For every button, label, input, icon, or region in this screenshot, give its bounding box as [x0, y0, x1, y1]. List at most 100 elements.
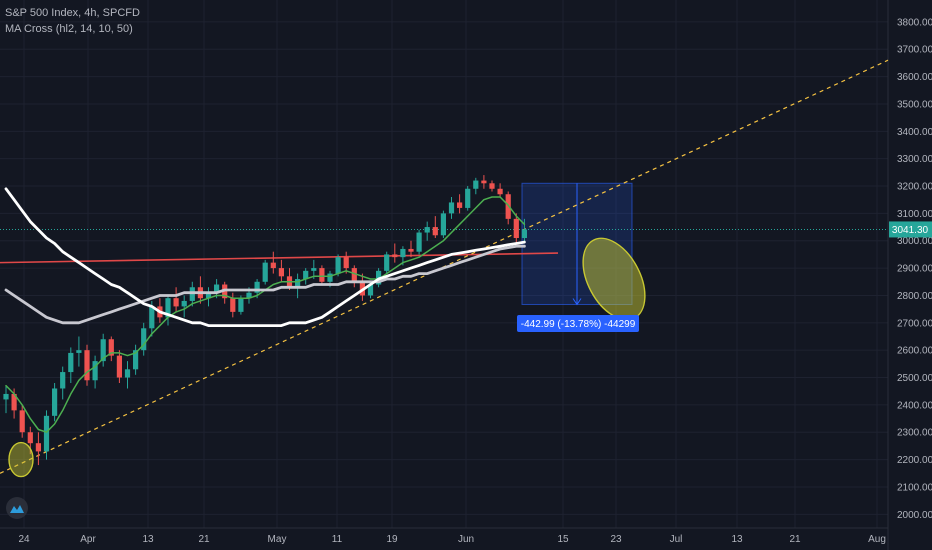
time-tick-label: 15: [557, 534, 569, 545]
price-tick-label: 3100.00: [897, 209, 932, 220]
price-tick-label: 2100.00: [897, 482, 932, 493]
price-tick-label: 2900.00: [897, 264, 932, 275]
candle-body: [230, 298, 236, 312]
candle-body: [43, 415, 50, 452]
candle-body: [335, 257, 341, 274]
candle-body: [108, 339, 114, 356]
time-tick-label: 24: [18, 534, 30, 545]
candle-body: [60, 372, 66, 389]
price-tick-label: 3700.00: [897, 45, 932, 56]
candle-body: [457, 202, 463, 208]
candle-body: [367, 284, 374, 296]
candle-body: [76, 350, 82, 353]
price-tick-label: 3600.00: [897, 72, 932, 83]
time-tick-label: 21: [198, 534, 210, 545]
time-tick-label: 21: [789, 534, 801, 545]
candle-body: [311, 268, 317, 271]
candle-body: [327, 273, 333, 282]
time-tick-label: Jun: [458, 534, 474, 545]
candle-body: [84, 350, 90, 381]
symbol-title[interactable]: S&P 500 Index, 4h, SPCFD: [5, 7, 140, 19]
candle-body: [432, 227, 438, 236]
ma-mid-line: [4, 244, 526, 325]
time-tick-label: 19: [386, 534, 398, 545]
candle-body: [278, 268, 284, 277]
time-tick-label: May: [268, 534, 287, 545]
measure-label-text: -442.99 (-13.78%) -44299: [521, 319, 636, 330]
candle-body: [384, 254, 390, 271]
candle-body: [416, 232, 422, 252]
candle-body: [513, 218, 519, 239]
candle-body: [343, 257, 349, 269]
candle-body: [465, 188, 471, 208]
candle-body: [52, 388, 58, 416]
price-tick-label: 3800.00: [897, 17, 932, 28]
price-tick-label: 3500.00: [897, 99, 932, 110]
last-price-badge: [889, 221, 932, 238]
candle-body: [392, 254, 398, 258]
candle-body: [35, 443, 41, 452]
price-tick-label: 2300.00: [897, 428, 932, 439]
price-tick-label: 2600.00: [897, 346, 932, 357]
candle-body: [489, 183, 495, 189]
candle-body: [165, 298, 171, 318]
drawings-front[interactable]: -442.99 (-13.78%) -44299 3041.30: [8, 221, 932, 478]
price-tick-label: 3300.00: [897, 154, 932, 165]
price-tick-label: 2000.00: [897, 510, 932, 521]
resistance-line: [0, 252, 559, 264]
candle-body: [473, 180, 479, 189]
candle-body: [141, 328, 147, 351]
price-tick-label: 3000.00: [897, 236, 932, 247]
candle-body: [303, 270, 309, 280]
tradingview-logo-icon[interactable]: [6, 497, 28, 519]
candle-body: [149, 306, 155, 329]
candle-body: [3, 393, 9, 400]
price-axis[interactable]: 2000.00 2100.00 2200.00 2300.00 2400.00 2500.…: [887, 0, 932, 550]
last-price-text: 3041.30: [892, 225, 929, 236]
time-tick-label: 13: [731, 534, 743, 545]
time-axis[interactable]: 24 Apr 13 21 May 11 19 Jun 15 23 Jul 13 21 Aug: [0, 527, 888, 545]
candle-body: [246, 292, 252, 299]
candle-body: [408, 248, 414, 252]
time-tick-label: Aug: [868, 534, 886, 545]
candle-body: [116, 355, 122, 378]
candle-body: [351, 268, 357, 282]
candle-body: [424, 227, 430, 233]
time-tick-label: 23: [610, 534, 622, 545]
chart-legend: S&P 500 Index, 4h, SPCFD MA Cross (hl2, …: [5, 5, 140, 37]
price-tick-label: 2200.00: [897, 455, 932, 466]
candle-body: [181, 300, 187, 307]
candle-body: [481, 180, 487, 184]
time-tick-label: 13: [142, 534, 154, 545]
price-tick-label: 2800.00: [897, 291, 932, 302]
highlight-ellipse-low: [8, 441, 34, 478]
candle-body: [295, 279, 301, 288]
candle-body: [262, 262, 268, 282]
moving-averages: [4, 187, 526, 433]
candle-body: [521, 229, 527, 239]
candle-body: [505, 194, 511, 219]
price-tick-label: 2500.00: [897, 373, 932, 384]
candle-body: [19, 410, 25, 433]
time-tick-label: Jul: [670, 534, 683, 545]
time-tick-label: Apr: [80, 534, 96, 545]
candle-body: [11, 393, 17, 411]
candle-body: [319, 268, 325, 282]
candle-body: [270, 262, 276, 269]
measure-label-bg: [517, 315, 639, 332]
price-tick-label: 2700.00: [897, 318, 932, 329]
candle-body: [254, 281, 260, 293]
candle-body: [92, 361, 98, 381]
price-tick-label: 3200.00: [897, 182, 932, 193]
candle-body: [214, 284, 220, 293]
candle-body: [400, 248, 406, 258]
candle-body: [68, 352, 74, 373]
candle-body: [27, 432, 33, 444]
candle-body: [173, 298, 179, 307]
candle-body: [448, 202, 455, 214]
measure-arrow-head: [572, 298, 582, 306]
candle-body: [497, 188, 503, 195]
candle-body: [238, 298, 244, 312]
indicator-title[interactable]: MA Cross (hl2, 14, 10, 50): [5, 23, 133, 35]
